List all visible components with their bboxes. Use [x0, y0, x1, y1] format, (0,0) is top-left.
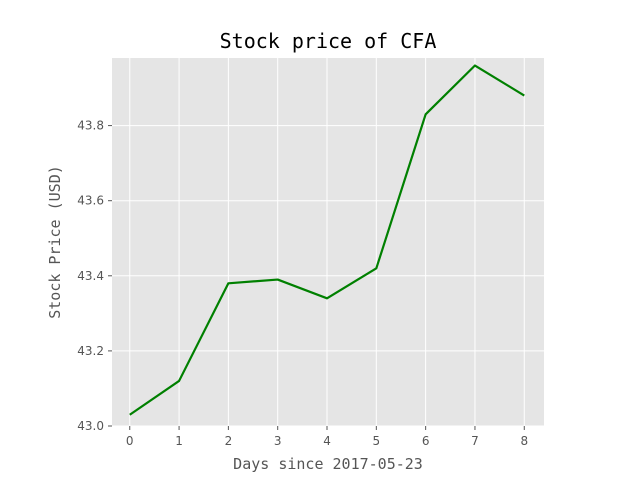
y-tick-label: 43.2 — [77, 344, 104, 358]
axis-ticks: 0 1 2 3 4 5 6 7 8 43.0 43.2 43.4 43.6 43.8 — [77, 119, 528, 448]
x-tick-label: 7 — [471, 434, 479, 448]
y-axis-label: Stock Price (USD) — [46, 165, 64, 319]
price-line — [129, 64, 525, 416]
x-tick-label: 0 — [126, 434, 134, 448]
x-tick-label: 5 — [373, 434, 381, 448]
y-tick-label: 43.4 — [77, 269, 104, 283]
x-axis-label: Days since 2017-05-23 — [233, 455, 423, 473]
x-tick-label: 1 — [175, 434, 183, 448]
x-tick-label: 6 — [422, 434, 430, 448]
plot-area — [112, 58, 544, 426]
x-tick-label: 2 — [225, 434, 233, 448]
y-tick-label: 43.8 — [77, 119, 104, 133]
x-tick-label: 4 — [323, 434, 331, 448]
chart-title: Stock price of CFA — [220, 29, 437, 53]
x-tick-label: 3 — [274, 434, 282, 448]
series-layer — [129, 64, 525, 416]
x-tick-label: 8 — [520, 434, 528, 448]
y-tick-label: 43.0 — [77, 419, 104, 433]
y-tick-label: 43.6 — [77, 194, 104, 208]
grid-lines — [112, 58, 544, 427]
